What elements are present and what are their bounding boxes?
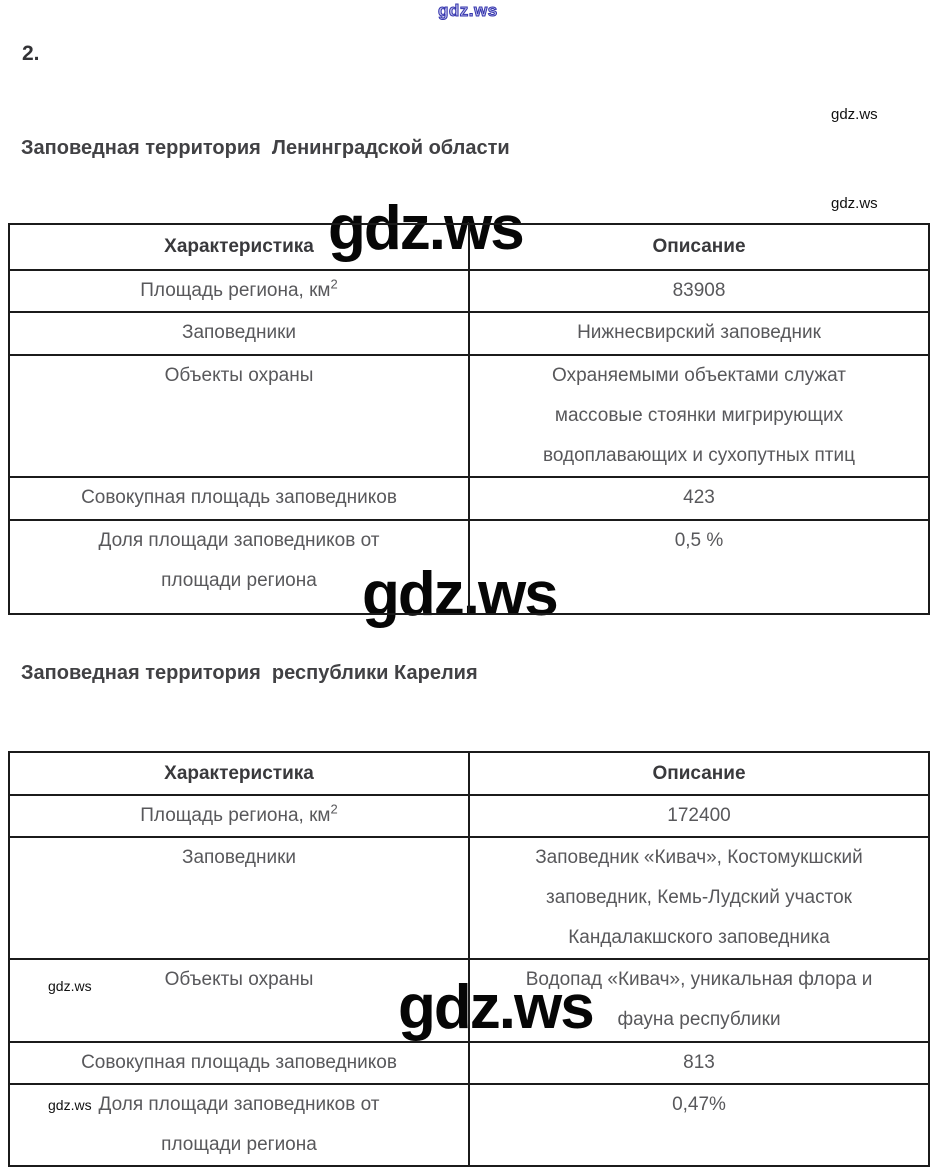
row-value: Заповедник «Кивач», Костомукшский запове… [468,836,930,960]
table-row: Доля площади заповедников от площади рег… [8,519,930,615]
row-value: Охраняемыми объектами служат массовые ст… [468,354,930,478]
table-header-row: Характеристика Описание [8,751,930,796]
row-label: Площадь региона, км2 [8,794,470,838]
site-watermark-top: gdz.ws [438,1,498,21]
row-value: 423 [468,476,930,521]
row-label: Доля площади заповедников от площади рег… [8,519,470,615]
column-header-description: Описание [468,751,930,796]
table-karelia: Характеристика Описание Площадь региона,… [8,751,930,1167]
table-row: Совокупная площадь заповедников 423 [8,476,930,521]
row-label: Объекты охраны [8,958,470,1043]
row-value: Нижнесвирский заповедник [468,311,930,356]
question-number: 2. [22,42,40,65]
row-value: 813 [468,1041,930,1085]
section-heading-karelia: Заповедная территория республики Карелия [21,662,478,684]
row-label-superscript: 2 [330,276,338,292]
row-label: Совокупная площадь заповедников [8,1041,470,1085]
row-value: 0,5 % [468,519,930,615]
row-label: Объекты охраны [8,354,470,478]
table-header-row: Характеристика Описание [8,223,930,271]
row-value: 172400 [468,794,930,838]
row-label: Доля площади заповедников от площади рег… [8,1083,470,1167]
row-label: Площадь региона, км2 [8,269,470,313]
row-label: Заповедники [8,836,470,960]
table-row: Площадь региона, км2 83908 [8,269,930,313]
section-heading-leningrad: Заповедная территория Ленинградской обла… [21,137,510,159]
column-header-description: Описание [468,223,930,271]
table-row: Заповедники Заповедник «Кивач», Костомук… [8,836,930,960]
site-watermark-small: gdz.ws [831,195,878,212]
row-value: 0,47% [468,1083,930,1167]
site-watermark-small: gdz.ws [831,106,878,123]
row-label-text: Площадь региона, км [140,280,331,301]
row-label-superscript: 2 [330,801,338,817]
column-header-characteristic: Характеристика [8,751,470,796]
row-label-text: Площадь региона, км [140,805,331,826]
table-row: Заповедники Нижнесвирский заповедник [8,311,930,356]
table-row: Объекты охраны Охраняемыми объектами слу… [8,354,930,478]
table-row: Доля площади заповедников от площади рег… [8,1083,930,1167]
row-label: Заповедники [8,311,470,356]
table-row: Совокупная площадь заповедников 813 [8,1041,930,1085]
table-row: Площадь региона, км2 172400 [8,794,930,838]
table-row: Объекты охраны Водопад «Кивач», уникальн… [8,958,930,1043]
row-value: Водопад «Кивач», уникальная флора и фаун… [468,958,930,1043]
row-label: Совокупная площадь заповедников [8,476,470,521]
row-value: 83908 [468,269,930,313]
column-header-characteristic: Характеристика [8,223,470,271]
table-leningrad: Характеристика Описание Площадь региона,… [8,223,930,615]
